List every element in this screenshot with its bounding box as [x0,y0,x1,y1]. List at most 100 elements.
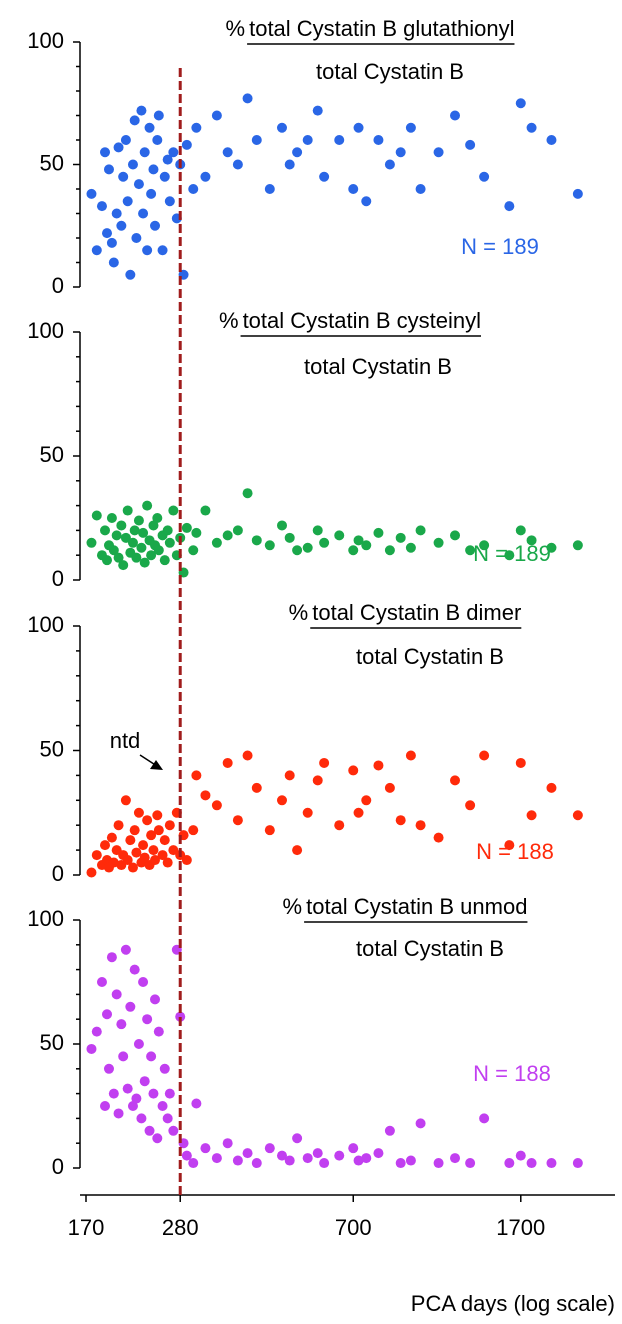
point [284,1155,295,1166]
point [546,542,557,553]
point [251,1158,262,1169]
point [181,1150,192,1161]
ratio-numerator: total Cystatin B cysteinyl [243,308,481,333]
point [142,245,153,256]
point [276,520,287,531]
y-tick-label: 50 [40,736,64,761]
point [222,530,233,541]
point [302,542,313,553]
point [319,171,330,182]
point [118,560,129,571]
y-tick-label: 0 [52,566,64,591]
point [106,237,117,248]
point [108,1088,119,1099]
arrow-head [150,760,163,770]
point [159,555,170,566]
point [450,110,461,121]
point [129,825,140,836]
point [348,545,359,556]
point [384,545,395,556]
point [136,542,147,553]
point [450,530,461,541]
point [106,952,117,963]
point [116,220,127,231]
point [188,1158,199,1169]
point [353,807,364,818]
y-tick-label: 100 [27,612,64,637]
point [200,790,211,801]
point [373,135,384,145]
point [162,525,173,536]
point [361,1153,372,1164]
point [152,810,163,821]
ratio-numerator: total Cystatin B glutathionyl [249,16,514,41]
point [96,201,107,212]
point [181,855,192,866]
point [450,1153,461,1164]
ratio-denominator: total Cystatin B [304,354,452,379]
point [211,110,222,121]
point [188,825,199,836]
point [100,147,111,158]
y-tick-label: 100 [27,906,64,931]
x-axis-label: PCA days (log scale) [411,1291,615,1316]
point [504,840,515,851]
point [395,815,406,826]
y-tick-label: 0 [52,273,64,298]
point [146,1051,157,1062]
point [526,810,537,821]
point [181,139,192,150]
point [120,135,131,145]
point [138,527,149,538]
point [465,800,476,811]
point [242,1148,253,1159]
point [152,513,163,523]
ratio-prefix: % [226,16,246,41]
point [348,765,359,776]
ratio-numerator: total Cystatin B dimer [312,600,521,625]
point [103,1063,114,1074]
point [312,105,323,116]
point [181,522,192,533]
point [108,257,119,268]
point [146,188,157,199]
point [108,857,119,868]
point [122,855,133,866]
point [148,520,159,531]
point [373,760,384,771]
point [264,1143,275,1154]
point [572,1158,583,1169]
point [86,188,97,199]
y-tick-label: 50 [40,150,64,175]
point [479,171,490,182]
point [116,1019,127,1030]
point [572,810,583,821]
point [146,550,157,561]
point [100,525,111,536]
point [168,505,179,516]
point [188,184,199,194]
point [415,525,426,536]
point [242,750,253,761]
point [144,1125,155,1136]
point [133,1039,144,1049]
point [334,820,345,831]
point [302,1153,313,1164]
point [312,1148,323,1159]
point [232,1155,243,1166]
point [319,1158,330,1169]
point [405,1155,416,1166]
point [102,228,113,239]
point [479,750,490,761]
point [148,1088,159,1099]
point [125,269,136,280]
point [120,944,131,955]
y-tick-label: 0 [52,861,64,886]
ratio-prefix: % [289,600,309,625]
point [334,135,345,145]
point [150,994,161,1005]
point [191,122,202,133]
point [465,545,476,556]
point [111,530,122,541]
point [232,525,243,536]
